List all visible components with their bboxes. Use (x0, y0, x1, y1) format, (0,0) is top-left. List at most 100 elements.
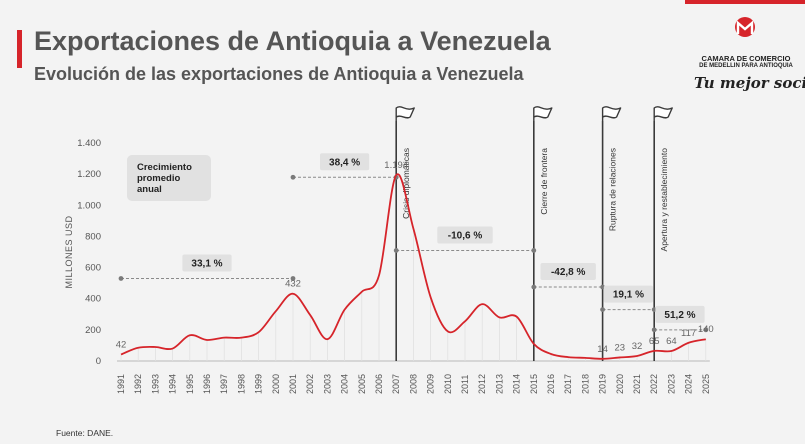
y-tick-label: 800 (85, 231, 101, 242)
x-tick-label: 2018 (580, 374, 590, 394)
growth-span-start-dot (651, 327, 657, 333)
logo-mark-icon (735, 17, 755, 37)
growth-span-end-dot (600, 284, 605, 290)
logo-line-2: DE MEDELLIN PARA ANTIOQUIA (699, 63, 793, 69)
event-flag-icon (601, 106, 622, 121)
chamber-of-commerce-logo: CAMARA DE COMERCIO DE MEDELLIN PARA ANTI… (690, 12, 805, 92)
data-label: 65 (649, 336, 660, 347)
x-tick-label: 2011 (460, 375, 470, 394)
y-tick-label: 1.400 (77, 138, 101, 149)
data-label: 432 (285, 279, 301, 290)
x-tick-label: 2022 (649, 374, 659, 394)
top-accent-bar (685, 0, 805, 4)
growth-rate-badge (320, 153, 370, 171)
event-flag-icon (395, 106, 415, 121)
x-tick-label: 2008 (408, 374, 418, 394)
growth-rate-badge (540, 263, 596, 281)
x-tick-label: 2006 (374, 374, 384, 394)
page-subtitle: Evolución de las exportaciones de Antioq… (34, 64, 524, 84)
growth-span-end-dot (703, 327, 709, 333)
x-tick-label: 1997 (219, 374, 229, 394)
x-tick-label: 1998 (236, 374, 246, 394)
page-title: Exportaciones de Antioquia a Venezuela (34, 26, 551, 56)
x-tick-label: 2004 (340, 374, 350, 394)
x-tick-label: 2000 (271, 374, 281, 394)
event-flag-icon (533, 106, 553, 121)
source-note: Fuente: DANE. (56, 428, 114, 438)
x-tick-label: 2007 (391, 374, 401, 394)
x-tick-label: 2017 (563, 374, 573, 394)
y-tick-label: 1.200 (77, 169, 101, 180)
data-label: 64 (666, 336, 677, 347)
event-flag-icon (653, 106, 673, 121)
x-tick-label: 2009 (426, 374, 436, 394)
data-label: 42 (116, 339, 127, 350)
x-tick-label: 2020 (615, 374, 625, 394)
x-tick-label: 1996 (202, 374, 212, 394)
growth-rate-label: 38,4 % (329, 157, 360, 168)
x-tick-label: 2012 (477, 374, 487, 394)
growth-span-end-dot (651, 307, 657, 313)
growth-span-start-dot (290, 174, 296, 180)
event-label: Apertura y restablecimiento (659, 148, 669, 252)
x-tick-label: 1992 (133, 374, 143, 394)
y-tick-label: 0 (96, 356, 101, 367)
y-tick-label: 200 (85, 325, 101, 336)
growth-legend-text: promedio (137, 173, 180, 184)
x-tick-label: 2010 (443, 374, 453, 394)
x-tick-label: 2024 (684, 374, 694, 394)
x-tick-label: 2003 (322, 374, 332, 394)
growth-rate-badge (603, 285, 653, 303)
growth-rate-badge (182, 254, 232, 272)
event-label: Ruptura de relaciones (608, 148, 618, 231)
growth-legend-text: anual (137, 184, 162, 195)
series-line (120, 173, 706, 360)
x-tick-label: 2025 (701, 374, 711, 394)
y-tick-label: 400 (85, 294, 101, 305)
growth-span-start-dot (531, 284, 537, 290)
growth-legend-box (127, 155, 211, 201)
data-label: 117 (681, 328, 696, 339)
x-tick-label: 1991 (116, 374, 126, 394)
x-tick-label: 2001 (288, 374, 298, 394)
event-label: Crisis diplomáticas (401, 148, 411, 219)
x-tick-label: 2005 (357, 374, 367, 394)
x-tick-label: 2014 (512, 374, 522, 394)
growth-span-start-dot (600, 307, 605, 313)
x-tick-label: 2013 (494, 374, 504, 394)
growth-rate-label: 33,1 % (191, 258, 222, 269)
data-label: 32 (632, 341, 643, 352)
growth-rate-label: 51,2 % (664, 310, 695, 321)
y-tick-label: 600 (85, 263, 101, 274)
x-tick-label: 2021 (632, 374, 642, 394)
growth-span-end-dot (290, 276, 296, 281)
logo-line-1: CAMARA DE COMERCIO (701, 54, 791, 63)
growth-rate-badge (437, 226, 493, 244)
growth-rate-badge (655, 305, 705, 323)
x-tick-label: 1993 (150, 374, 160, 394)
y-axis-label: MILLONES USD (64, 215, 74, 288)
title-accent-bar (17, 30, 22, 68)
growth-rate-label: -10,6 % (448, 230, 483, 241)
growth-rate-label: -42,8 % (551, 267, 586, 278)
data-label: 1.194 (384, 160, 408, 171)
x-tick-label: 2019 (598, 374, 608, 394)
x-tick-label: 2015 (529, 374, 539, 394)
logo-tagline: Tu mejor socio (694, 74, 805, 92)
y-tick-label: 1.000 (77, 200, 101, 211)
event-label: Cierre de frontera (539, 148, 549, 215)
x-tick-label: 2016 (546, 374, 556, 394)
growth-span-end-dot (531, 248, 537, 253)
growth-span-start-dot (393, 248, 399, 253)
x-tick-label: 2002 (305, 374, 315, 394)
x-tick-label: 1995 (185, 374, 195, 394)
growth-legend-text: Crecimiento (137, 162, 192, 173)
data-label: 23 (615, 342, 626, 353)
data-label: 140 (698, 324, 714, 335)
growth-rate-label: 19,1 % (613, 290, 644, 301)
x-tick-label: 2023 (666, 374, 676, 394)
growth-span-start-dot (118, 276, 124, 281)
data-label: 14 (597, 344, 608, 355)
x-tick-label: 1999 (254, 374, 264, 394)
